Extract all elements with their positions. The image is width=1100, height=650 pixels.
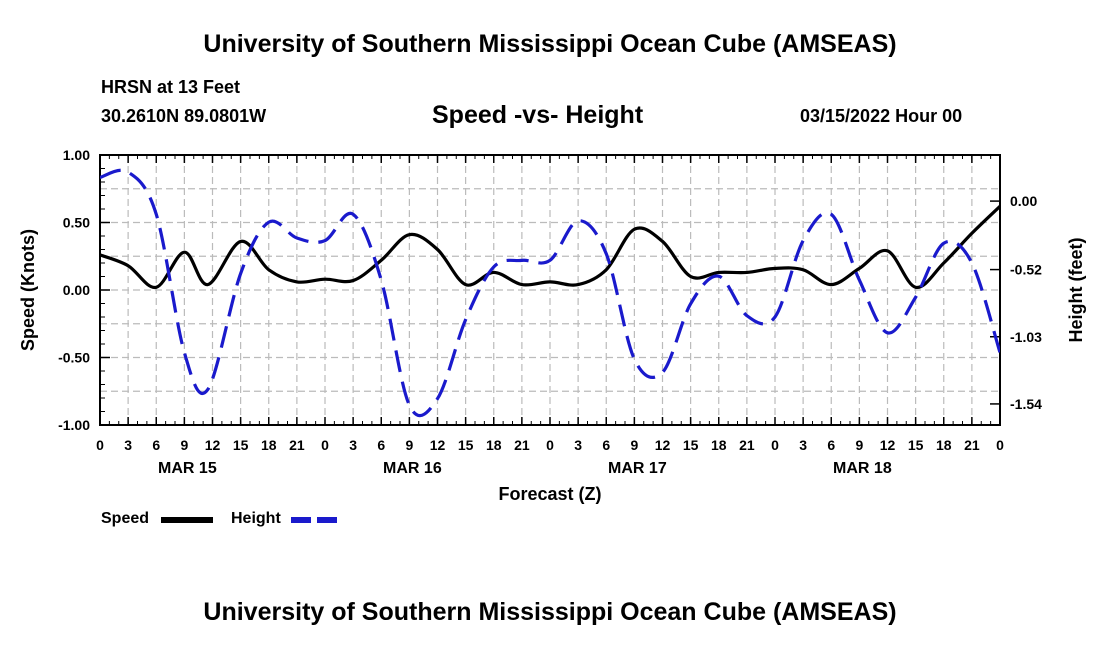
x-tick-label: 3 [124, 437, 132, 453]
coordinates-label: 30.2610N 89.0801W [101, 106, 267, 126]
series-height-line [100, 168, 1000, 418]
x-tick-label: 9 [405, 437, 413, 453]
x-tick-label: 18 [261, 437, 277, 453]
y-right-axis-label: Height (feet) [1066, 238, 1086, 343]
y-right-tick-label: -1.03 [1010, 329, 1042, 345]
forecast-datetime: 03/15/2022 Hour 00 [800, 106, 963, 126]
x-tick-label: 12 [655, 437, 671, 453]
x-tick-label: 18 [486, 437, 502, 453]
x-tick-label: 6 [152, 437, 160, 453]
x-day-label: MAR 16 [383, 460, 442, 477]
x-tick-label: 0 [546, 437, 554, 453]
x-tick-label: 9 [855, 437, 863, 453]
y-left-tick-label: 1.00 [63, 147, 90, 163]
x-tick-label: 6 [827, 437, 835, 453]
x-tick-label: 9 [180, 437, 188, 453]
x-tick-label: 12 [880, 437, 896, 453]
x-day-label: MAR 17 [608, 460, 667, 477]
x-tick-label: 21 [514, 437, 530, 453]
y-left-tick-label: 0.50 [63, 215, 90, 231]
x-tick-label: 12 [205, 437, 221, 453]
y-left-tick-label: -0.50 [58, 350, 90, 366]
series-speed-line [100, 205, 1000, 289]
station-label: HRSN at 13 Feet [101, 77, 241, 97]
x-axis-label: Forecast (Z) [498, 484, 601, 504]
x-tick-label: 15 [908, 437, 924, 453]
legend-speed-label: Speed [101, 510, 150, 527]
chart-subtitle: Speed -vs- Height [432, 101, 644, 129]
x-tick-label: 9 [630, 437, 638, 453]
x-tick-label: 12 [430, 437, 446, 453]
x-day-label: MAR 18 [833, 460, 892, 477]
x-tick-label: 18 [711, 437, 727, 453]
x-tick-label: 6 [377, 437, 385, 453]
legend-height-label: Height [231, 510, 281, 527]
chart-title-top: University of Southern Mississippi Ocean… [203, 30, 897, 58]
y-right-tick-label: -1.54 [1010, 396, 1042, 412]
x-tick-label: 0 [96, 437, 104, 453]
x-tick-label: 3 [349, 437, 357, 453]
chart-title-bottom: University of Southern Mississippi Ocean… [203, 598, 897, 626]
x-tick-label: 21 [289, 437, 305, 453]
x-tick-label: 21 [964, 437, 980, 453]
y-left-tick-label: 0.00 [63, 282, 90, 298]
y-left-tick-label: -1.00 [58, 417, 90, 433]
x-tick-label: 21 [739, 437, 755, 453]
x-tick-label: 15 [683, 437, 699, 453]
y-left-axis-label: Speed (Knots) [18, 229, 38, 351]
x-tick-label: 6 [602, 437, 610, 453]
x-day-label: MAR 15 [158, 460, 217, 477]
x-tick-label: 3 [799, 437, 807, 453]
x-tick-label: 0 [771, 437, 779, 453]
x-tick-label: 15 [233, 437, 249, 453]
y-right-tick-label: -0.52 [1010, 262, 1042, 278]
y-right-tick-label: 0.00 [1010, 193, 1037, 209]
x-tick-label: 0 [321, 437, 329, 453]
x-tick-label: 18 [936, 437, 952, 453]
x-tick-label: 3 [574, 437, 582, 453]
x-tick-label: 15 [458, 437, 474, 453]
x-tick-label: 0 [996, 437, 1004, 453]
